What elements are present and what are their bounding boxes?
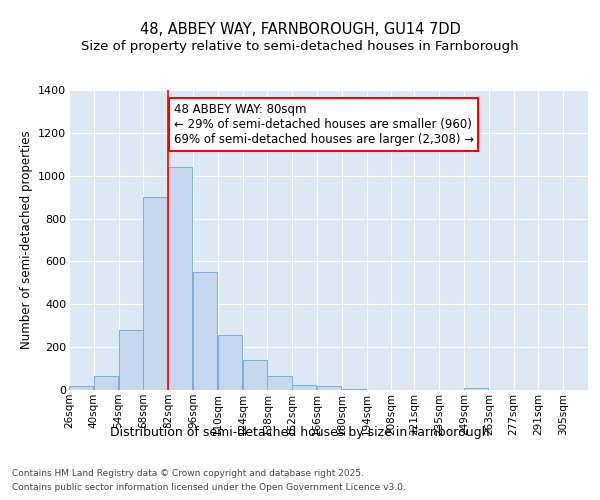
Y-axis label: Number of semi-detached properties: Number of semi-detached properties [20,130,32,350]
Bar [218,336,242,390]
Text: 48, ABBEY WAY, FARNBOROUGH, GU14 7DD: 48, ABBEY WAY, FARNBOROUGH, GU14 7DD [140,22,460,38]
Text: Size of property relative to semi-detached houses in Farnborough: Size of property relative to semi-detach… [81,40,519,53]
Bar [94,376,118,390]
Bar [268,376,292,390]
Text: Distribution of semi-detached houses by size in Farnborough: Distribution of semi-detached houses by … [110,426,490,439]
Text: Contains HM Land Registry data © Crown copyright and database right 2025.: Contains HM Land Registry data © Crown c… [12,470,364,478]
Bar [242,360,267,390]
Text: 48 ABBEY WAY: 80sqm
← 29% of semi-detached houses are smaller (960)
69% of semi-: 48 ABBEY WAY: 80sqm ← 29% of semi-detach… [173,103,473,146]
Bar [119,330,143,390]
Bar [342,389,366,390]
Bar [317,386,341,390]
Bar [292,384,316,390]
Bar [464,388,488,390]
Bar [69,386,93,390]
Bar [193,272,217,390]
Text: Contains public sector information licensed under the Open Government Licence v3: Contains public sector information licen… [12,483,406,492]
Bar [168,167,193,390]
Bar [143,197,167,390]
